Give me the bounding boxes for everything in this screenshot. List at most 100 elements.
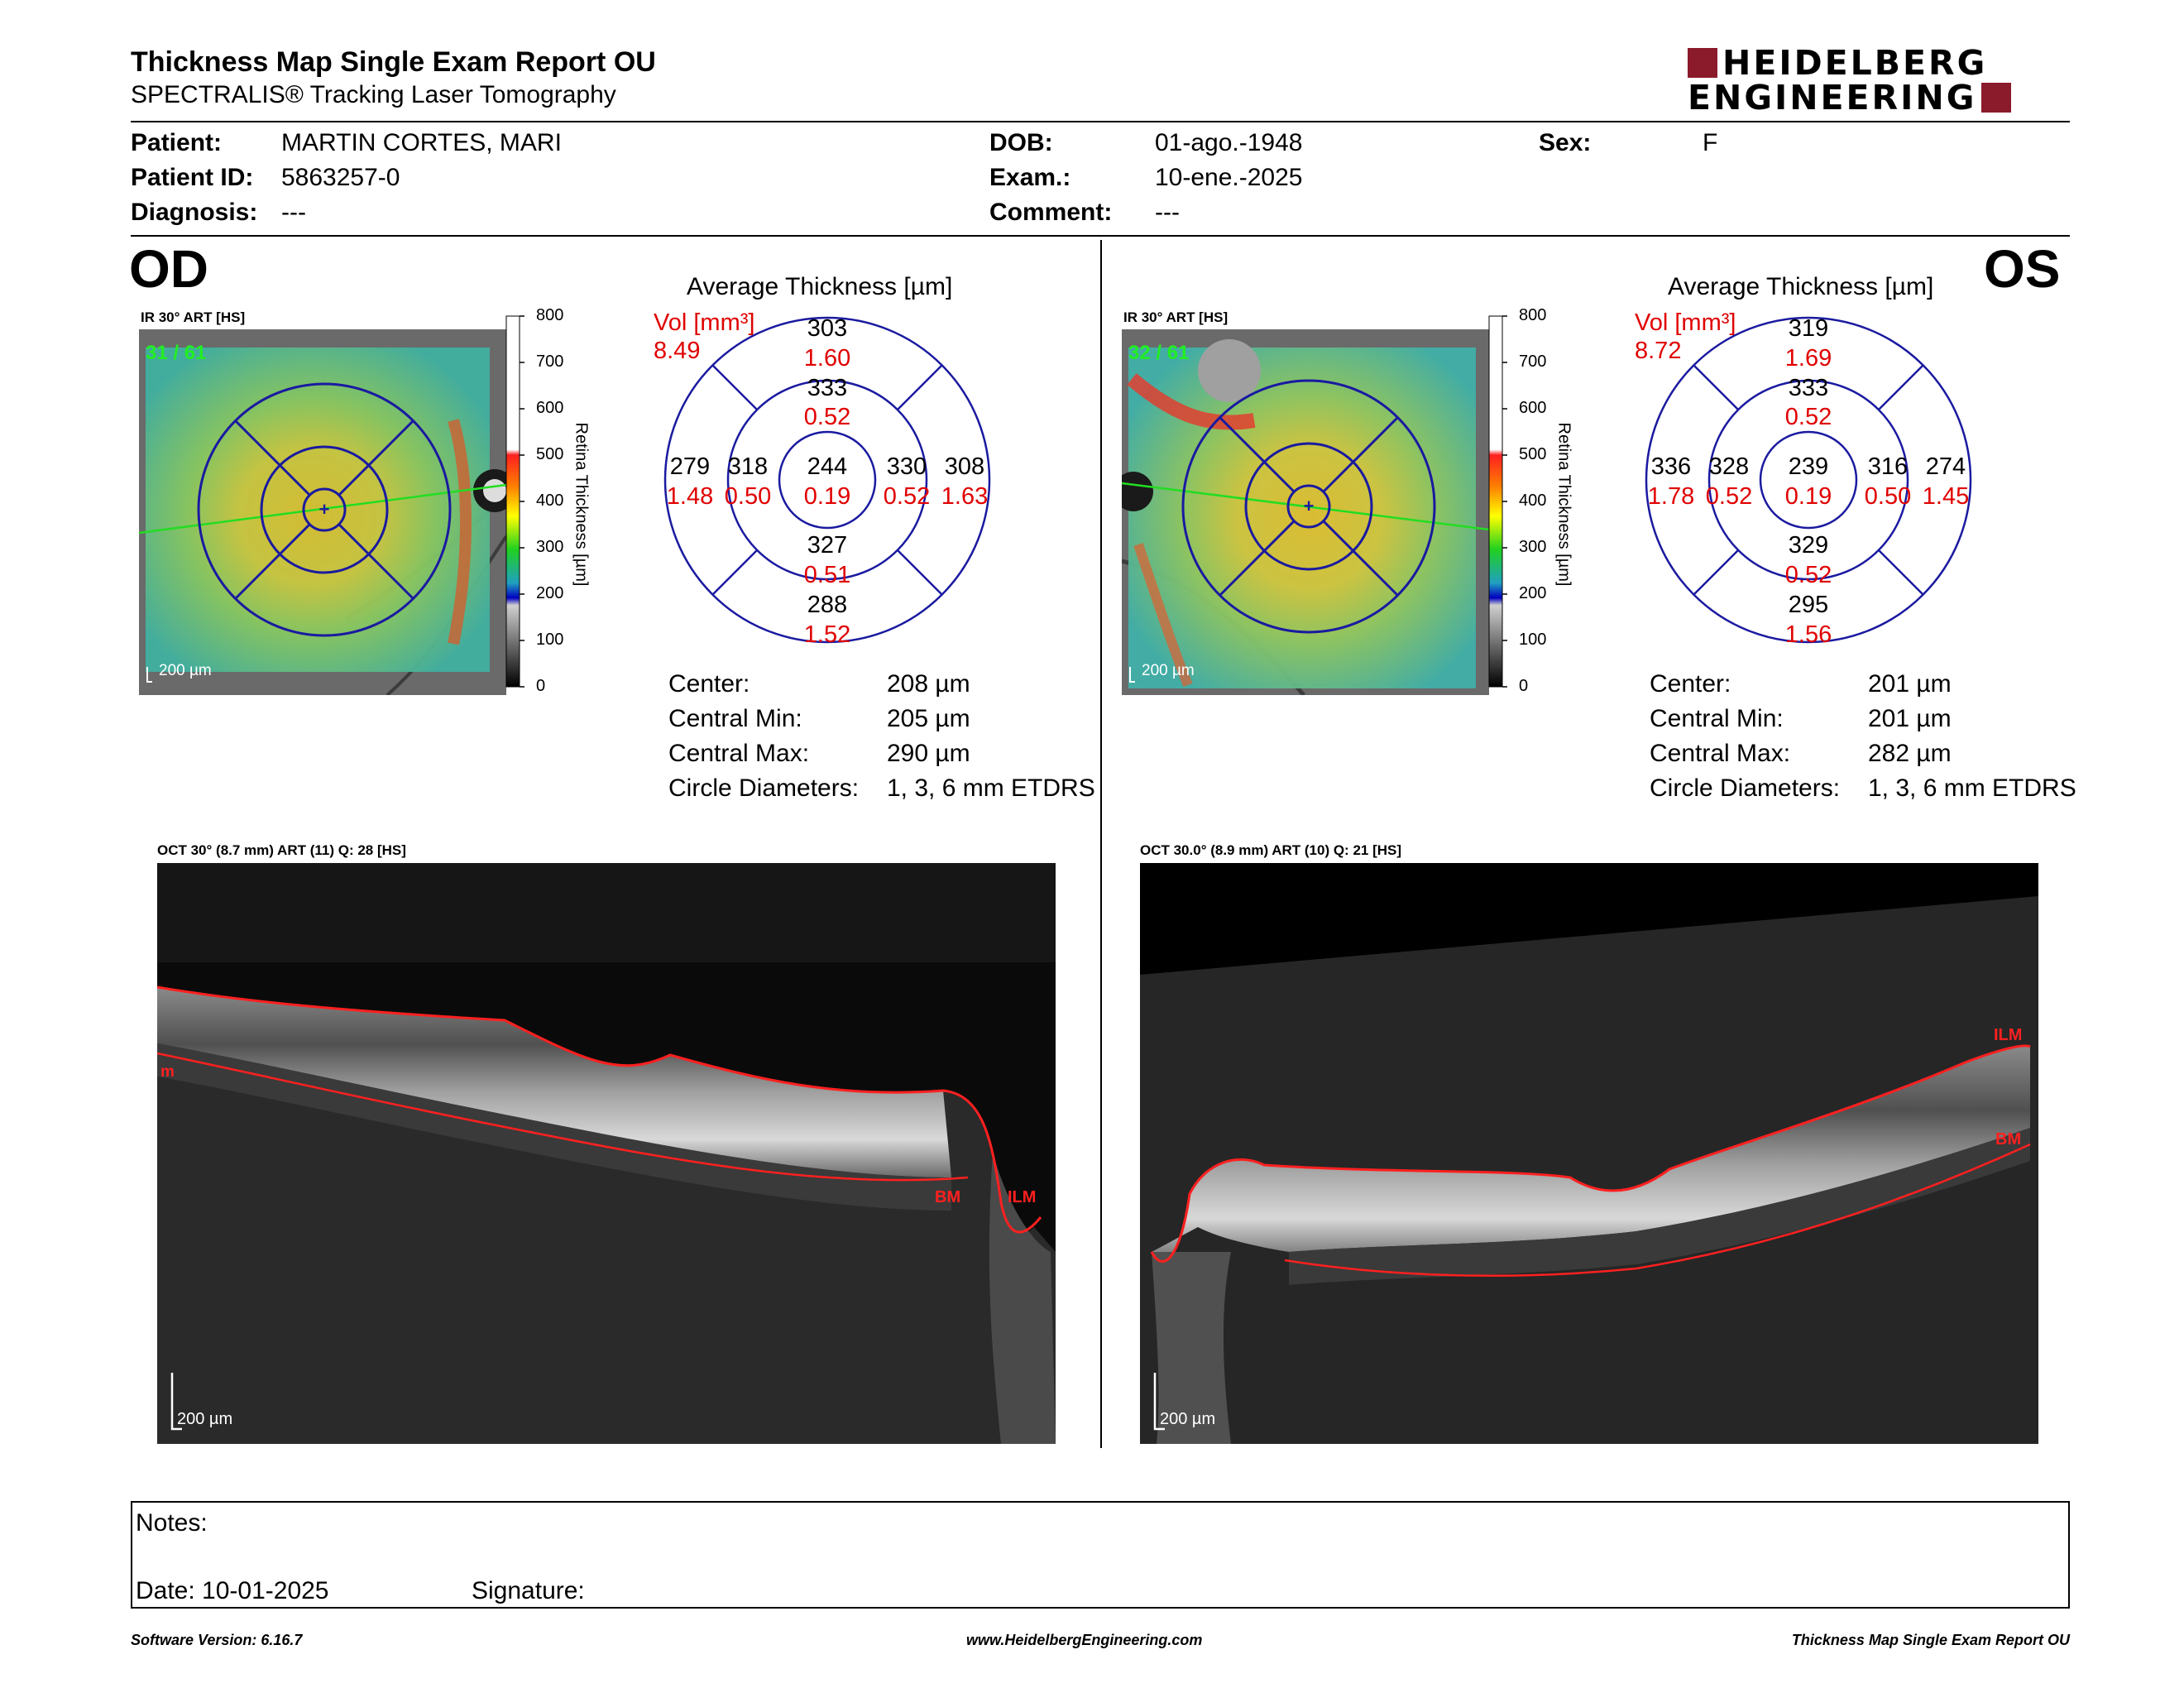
footer-software-version: Software Version: 6.16.7	[131, 1632, 303, 1648]
os-min-label: Central Min:	[1650, 705, 1784, 732]
report-subtitle: SPECTRALIS® Tracking Laser Tomography	[131, 81, 616, 108]
logo-square-left	[1688, 48, 1717, 78]
os-outer-inferior-volume: 1.56	[1785, 621, 1832, 648]
od-vol-label: Vol [mm³]	[654, 309, 755, 336]
os-inner-inferior-thickness: 329	[1789, 532, 1828, 559]
os-colorbar-tick: 800	[1519, 306, 1547, 324]
exam-date: 10-ene.-2025	[1155, 164, 1303, 191]
od-inner-superior-thickness: 333	[807, 375, 847, 401]
od-outer-superior-thickness: 303	[807, 315, 847, 342]
os-colorbar-tick: 400	[1519, 492, 1547, 510]
od-outer-superior-volume: 1.60	[804, 345, 850, 372]
patient-label: Patient:	[131, 129, 223, 156]
os-inner-inferior-volume: 0.52	[1785, 562, 1832, 588]
od-frame-counter: 31 / 61	[146, 342, 206, 364]
od-oct-scale: 200 µm	[177, 1410, 232, 1428]
notes-label: Notes:	[136, 1509, 208, 1537]
os-inner-temporal-volume: 0.52	[1706, 483, 1752, 510]
svg-text:+: +	[319, 499, 330, 520]
os-max-value: 282 µm	[1868, 740, 1952, 767]
os-center-volume: 0.19	[1785, 483, 1832, 510]
od-colorbar-title: Retina Thickness [µm]	[572, 422, 591, 587]
os-colorbar-tick: 300	[1519, 538, 1547, 556]
od-colorbar-tick: 700	[536, 352, 564, 371]
od-oct-bscan: m BM ILM 200 µm	[157, 863, 1056, 1444]
od-colorbar-tick: 600	[536, 399, 564, 417]
od-colorbar-tick: 200	[536, 584, 564, 602]
heidelberg-logo: HEIDELBERG ENGINEERING	[1688, 43, 2070, 115]
os-inner-temporal-thickness: 328	[1709, 453, 1749, 480]
os-outer-nasal-volume: 1.45	[1923, 483, 1969, 510]
os-oct-scale: 200 µm	[1160, 1410, 1215, 1428]
os-colorbar	[1488, 315, 1507, 688]
os-colorbar-tick: 200	[1519, 584, 1547, 602]
os-min-value: 201 µm	[1868, 705, 1952, 732]
os-colorbar-tick: 600	[1519, 399, 1547, 417]
od-oct-cut-marker: m	[160, 1063, 175, 1081]
od-diam-value: 1, 3, 6 mm ETDRS	[887, 774, 1095, 802]
od-colorbar-tick: 100	[536, 631, 564, 649]
sex-label: Sex:	[1539, 129, 1592, 156]
od-vol-value: 8.49	[654, 338, 701, 364]
od-max-value: 290 µm	[887, 740, 970, 767]
os-vol-label: Vol [mm³]	[1635, 309, 1736, 336]
od-eye-label: OD	[129, 239, 208, 299]
os-colorbar-title-wrap: Retina Thickness [µm]	[1554, 405, 1573, 604]
os-diam-value: 1, 3, 6 mm ETDRS	[1868, 774, 2076, 802]
os-inner-nasal-volume: 0.50	[1865, 483, 1911, 510]
od-colorbar-tick: 800	[536, 306, 564, 324]
os-fundus-map: + 32 / 61 200 µm	[1122, 329, 1489, 695]
od-outer-nasal-thickness: 308	[945, 453, 984, 480]
od-colorbar-title-wrap: Retina Thickness [µm]	[571, 405, 591, 604]
sex: F	[1703, 129, 1718, 156]
od-inner-inferior-thickness: 327	[807, 532, 847, 559]
od-fundus-map: + 31 / 61 200 µm	[139, 329, 506, 695]
os-outer-temporal-thickness: 336	[1651, 453, 1691, 480]
os-avg-title: Average Thickness [µm]	[1668, 273, 1934, 300]
od-outer-temporal-thickness: 279	[670, 453, 710, 480]
diagnosis: ---	[281, 199, 306, 226]
od-inner-nasal-volume: 0.52	[884, 483, 930, 510]
patient-id-label: Patient ID:	[131, 164, 254, 191]
od-colorbar-tick: 300	[536, 538, 564, 556]
os-colorbar-tick: 700	[1519, 352, 1547, 371]
svg-text:+: +	[1304, 496, 1315, 516]
os-colorbar-tick: 100	[1519, 631, 1547, 649]
od-avg-title: Average Thickness [µm]	[687, 273, 953, 300]
os-colorbar-tick: 500	[1519, 445, 1547, 463]
footer-report-name: Thickness Map Single Exam Report OU	[1791, 1632, 2070, 1648]
os-colorbar-tick: 0	[1519, 677, 1529, 695]
os-center-label: Center:	[1650, 670, 1731, 698]
od-outer-inferior-thickness: 288	[807, 592, 847, 618]
od-center-volume: 0.19	[804, 483, 850, 510]
od-min-value: 205 µm	[887, 705, 970, 732]
od-max-label: Central Max:	[668, 740, 810, 767]
od-inner-temporal-volume: 0.50	[725, 483, 771, 510]
od-min-label: Central Min:	[668, 705, 802, 732]
os-oct-bm-marker: BM	[1995, 1130, 2021, 1149]
os-frame-counter: 32 / 61	[1128, 342, 1189, 364]
os-outer-superior-thickness: 319	[1789, 315, 1828, 342]
dob-label: DOB:	[989, 129, 1053, 156]
od-colorbar-tick: 400	[536, 492, 564, 510]
od-colorbar-tick: 500	[536, 445, 564, 463]
od-outer-temporal-volume: 1.48	[667, 483, 713, 510]
od-center-value: 208 µm	[887, 670, 970, 698]
os-outer-temporal-volume: 1.78	[1648, 483, 1694, 510]
footer-website: www.HeidelbergEngineering.com	[966, 1632, 1203, 1648]
comment: ---	[1155, 199, 1180, 226]
os-inner-superior-thickness: 333	[1789, 375, 1828, 401]
eye-divider	[1100, 240, 1102, 1448]
os-inner-superior-volume: 0.52	[1785, 404, 1832, 430]
od-center-label: Center:	[668, 670, 750, 698]
os-center-value: 201 µm	[1868, 670, 1952, 698]
patient-name: MARTIN CORTES, MARI	[281, 129, 562, 156]
od-colorbar	[505, 315, 524, 688]
od-inner-nasal-thickness: 330	[887, 453, 927, 480]
od-outer-inferior-volume: 1.52	[804, 621, 850, 648]
exam-label: Exam.:	[989, 164, 1071, 191]
os-fundus-scale: 200 µm	[1142, 662, 1195, 679]
os-oct-bscan: ILM BM 200 µm	[1140, 863, 2038, 1444]
logo-line-1: HEIDELBERG	[1722, 43, 1988, 83]
od-inner-superior-volume: 0.52	[804, 404, 850, 430]
